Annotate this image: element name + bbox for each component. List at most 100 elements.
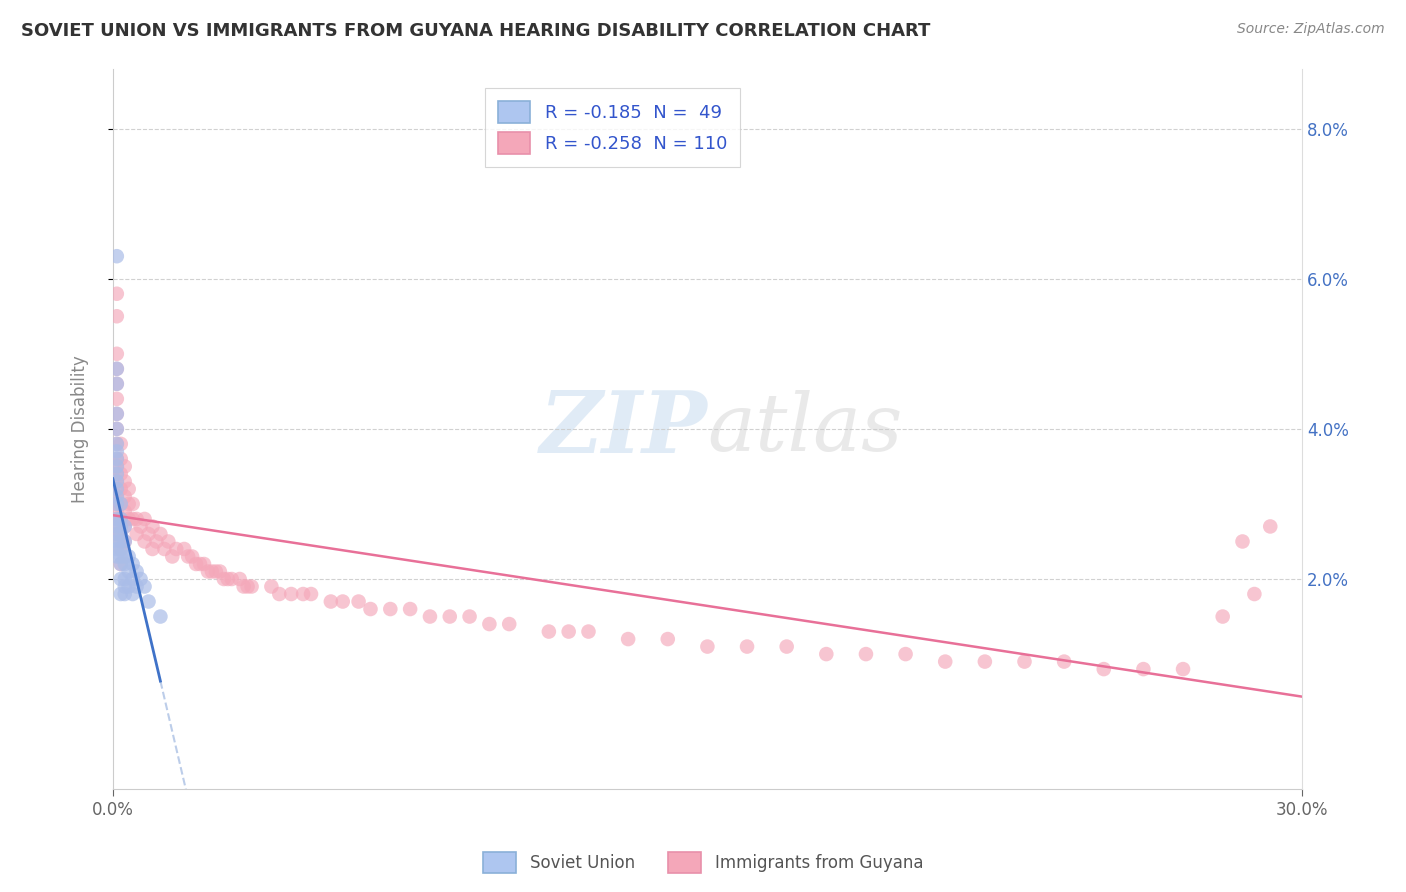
Text: ZIP: ZIP	[540, 387, 707, 471]
Point	[114, 475, 136, 489]
Point	[153, 541, 176, 556]
Point	[129, 519, 152, 533]
Point	[110, 557, 132, 571]
Point	[114, 587, 136, 601]
Point	[110, 549, 132, 564]
Point	[105, 437, 128, 451]
Point	[478, 617, 501, 632]
Point	[125, 565, 148, 579]
Point	[110, 437, 132, 451]
Legend: R = -0.185  N =  49, R = -0.258  N = 110: R = -0.185 N = 49, R = -0.258 N = 110	[485, 88, 740, 167]
Point	[105, 467, 128, 481]
Point	[399, 602, 422, 616]
Y-axis label: Hearing Disability: Hearing Disability	[72, 355, 89, 503]
Point	[1243, 587, 1265, 601]
Point	[138, 527, 160, 541]
Point	[110, 527, 132, 541]
Point	[578, 624, 600, 639]
Point	[105, 437, 128, 451]
Point	[347, 594, 370, 608]
Point	[118, 565, 141, 579]
Point	[105, 512, 128, 526]
Text: SOVIET UNION VS IMMIGRANTS FROM GUYANA HEARING DISABILITY CORRELATION CHART: SOVIET UNION VS IMMIGRANTS FROM GUYANA H…	[21, 22, 931, 40]
Point	[1212, 609, 1234, 624]
Point	[260, 580, 283, 594]
Point	[105, 527, 128, 541]
Point	[212, 572, 235, 586]
Point	[105, 376, 128, 391]
Point	[110, 572, 132, 586]
Point	[332, 594, 354, 608]
Point	[208, 565, 231, 579]
Point	[105, 361, 128, 376]
Point	[236, 580, 259, 594]
Point	[1232, 534, 1254, 549]
Point	[105, 407, 128, 421]
Point	[181, 549, 204, 564]
Point	[1053, 655, 1076, 669]
Point	[232, 580, 254, 594]
Point	[114, 534, 136, 549]
Point	[125, 512, 148, 526]
Point	[145, 534, 167, 549]
Point	[360, 602, 382, 616]
Point	[110, 534, 132, 549]
Point	[617, 632, 640, 646]
Point	[114, 490, 136, 504]
Point	[141, 519, 163, 533]
Point	[173, 541, 195, 556]
Point	[105, 497, 128, 511]
Point	[105, 422, 128, 436]
Point	[105, 376, 128, 391]
Point	[114, 504, 136, 518]
Point	[105, 467, 128, 481]
Point	[114, 580, 136, 594]
Point	[118, 549, 141, 564]
Point	[105, 444, 128, 458]
Point	[105, 504, 128, 518]
Legend: Soviet Union, Immigrants from Guyana: Soviet Union, Immigrants from Guyana	[477, 846, 929, 880]
Point	[105, 482, 128, 496]
Point	[157, 534, 180, 549]
Point	[537, 624, 560, 639]
Point	[228, 572, 250, 586]
Point	[105, 490, 128, 504]
Point	[458, 609, 481, 624]
Point	[657, 632, 679, 646]
Point	[105, 534, 128, 549]
Point	[188, 557, 211, 571]
Point	[1132, 662, 1154, 676]
Point	[141, 541, 163, 556]
Text: atlas: atlas	[707, 390, 903, 467]
Point	[114, 572, 136, 586]
Point	[1014, 655, 1036, 669]
Point	[105, 475, 128, 489]
Point	[114, 534, 136, 549]
Point	[177, 549, 200, 564]
Point	[110, 587, 132, 601]
Point	[240, 580, 263, 594]
Point	[973, 655, 995, 669]
Point	[121, 512, 143, 526]
Point	[292, 587, 315, 601]
Point	[105, 549, 128, 564]
Point	[121, 497, 143, 511]
Point	[110, 541, 132, 556]
Point	[201, 565, 224, 579]
Point	[134, 580, 156, 594]
Point	[193, 557, 215, 571]
Point	[121, 572, 143, 586]
Point	[118, 512, 141, 526]
Point	[299, 587, 322, 601]
Point	[121, 557, 143, 571]
Point	[696, 640, 718, 654]
Point	[105, 361, 128, 376]
Point	[105, 451, 128, 466]
Point	[498, 617, 520, 632]
Point	[110, 541, 132, 556]
Point	[105, 392, 128, 406]
Point	[319, 594, 342, 608]
Point	[149, 527, 172, 541]
Point	[110, 482, 132, 496]
Point	[855, 647, 877, 661]
